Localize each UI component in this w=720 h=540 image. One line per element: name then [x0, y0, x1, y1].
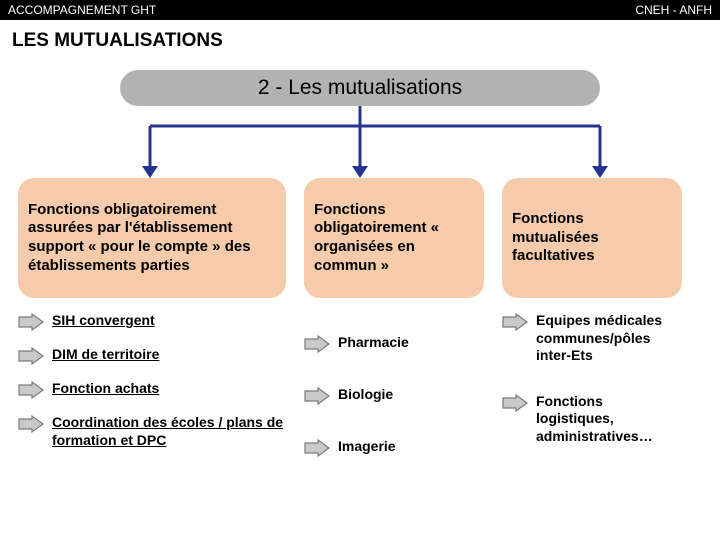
list-item: Pharmacie: [304, 334, 484, 358]
list-item: DIM de territoire: [18, 346, 286, 370]
box-label: Fonctions obligatoirement « organisées e…: [314, 201, 474, 276]
lists: SIH convergent DIM de territoire Fonctio…: [0, 298, 720, 462]
item-label: Equipes médicales communes/pôles inter-E…: [536, 312, 682, 365]
flow-connector: [30, 106, 690, 178]
topbar: ACCOMPAGNEMENT GHT CNEH - ANFH: [0, 0, 720, 20]
arrow-right-icon: [304, 439, 330, 462]
arrow-right-icon: [18, 381, 44, 404]
page-title: LES MUTUALISATIONS: [0, 20, 720, 70]
topbar-left: ACCOMPAGNEMENT GHT: [8, 3, 156, 17]
topbar-right: CNEH - ANFH: [635, 3, 712, 17]
col-commun: Pharmacie Biologie Imagerie: [304, 312, 484, 462]
arrow-right-icon: [304, 387, 330, 410]
col-support: SIH convergent DIM de territoire Fonctio…: [18, 312, 286, 462]
item-label: SIH convergent: [52, 312, 155, 330]
item-label: Pharmacie: [338, 334, 409, 352]
box-label: Fonctions obligatoirement assurées par l…: [28, 201, 276, 276]
item-label: Fonction achats: [52, 380, 159, 398]
box-label: Fonctions mutualisées facultatives: [512, 210, 672, 266]
section-banner: 2 - Les mutualisations: [120, 70, 600, 106]
box-fonctions-facultatives: Fonctions mutualisées facultatives: [502, 178, 682, 298]
box-fonctions-commun: Fonctions obligatoirement « organisées e…: [304, 178, 484, 298]
item-label: Biologie: [338, 386, 393, 404]
item-label: Fonctions logistiques, administratives…: [536, 393, 682, 446]
arrow-right-icon: [18, 313, 44, 336]
arrow-right-icon: [502, 313, 528, 336]
list-item: Imagerie: [304, 438, 484, 462]
banner-wrap: 2 - Les mutualisations: [0, 70, 720, 106]
category-boxes: Fonctions obligatoirement assurées par l…: [0, 178, 720, 298]
list-item: SIH convergent: [18, 312, 286, 336]
box-fonctions-support: Fonctions obligatoirement assurées par l…: [18, 178, 286, 298]
arrow-right-icon: [502, 394, 528, 417]
list-item: Coordination des écoles / plans de forma…: [18, 414, 286, 449]
item-label: Coordination des écoles / plans de forma…: [52, 414, 286, 449]
list-item: Equipes médicales communes/pôles inter-E…: [502, 312, 682, 365]
item-label: DIM de territoire: [52, 346, 159, 364]
list-item: Fonction achats: [18, 380, 286, 404]
list-item: Biologie: [304, 386, 484, 410]
arrow-right-icon: [304, 335, 330, 358]
arrow-right-icon: [18, 347, 44, 370]
list-item: Fonctions logistiques, administratives…: [502, 393, 682, 446]
col-facultatives: Equipes médicales communes/pôles inter-E…: [502, 312, 682, 462]
item-label: Imagerie: [338, 438, 396, 456]
arrow-right-icon: [18, 415, 44, 438]
